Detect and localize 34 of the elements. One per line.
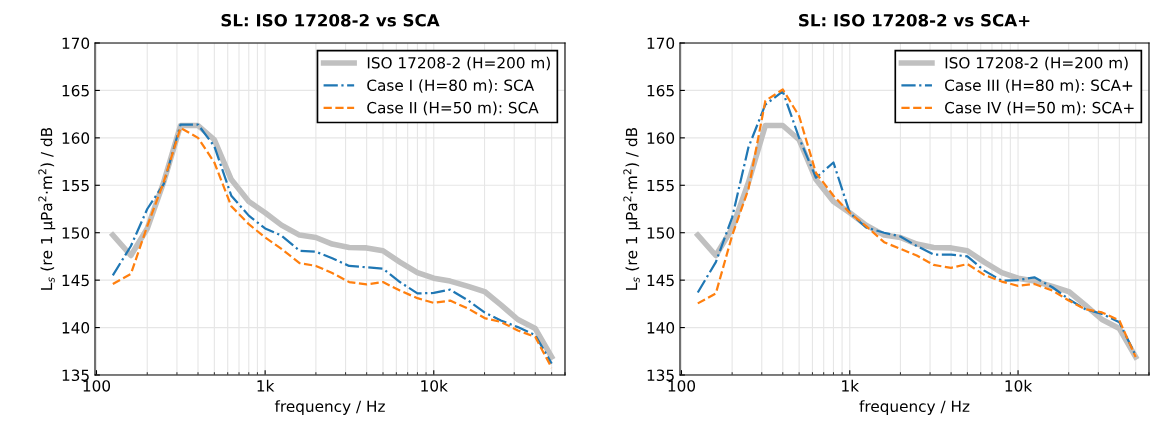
y-tick-label: 170 (647, 37, 675, 50)
x-tick-label: 100 (83, 380, 111, 392)
y-tick-label: 165 (62, 84, 89, 97)
legend-label: Case II (H=50 m): SCA (367, 101, 539, 116)
chart-title: SL: ISO 17208-2 vs SCA+ (799, 13, 1030, 27)
y-tick-label: 140 (62, 322, 90, 334)
legend-label: Case IV (H=50 m): SCA+ (945, 101, 1134, 116)
legend-label: ISO 17208-2 (H=200 m) (945, 56, 1128, 71)
x-tick-label: 1k (257, 379, 275, 392)
y-tick-label: 160 (647, 132, 675, 144)
y-tick-label: 135 (62, 369, 89, 382)
x-axis-title: frequency / Hz (859, 400, 970, 415)
y-tick-label: 135 (647, 369, 674, 382)
y-tick-label: 155 (62, 179, 89, 192)
y-tick-label: 140 (647, 322, 675, 334)
y-tick-label: 170 (62, 37, 90, 50)
y-tick-label: 145 (647, 274, 674, 287)
y-tick-label: 165 (647, 84, 674, 97)
y-tick-label: 155 (647, 179, 674, 192)
x-tick-label: 100 (668, 380, 696, 392)
y-tick-label: 145 (62, 274, 89, 287)
chart-title: SL: ISO 17208-2 vs SCA (221, 13, 440, 27)
x-tick-label: 10k (1005, 379, 1033, 392)
y-axis-title: L$_{s}$ (re 1 μPa$^{2}$·m$^{2}$) / dB (623, 127, 641, 290)
y-tick-label: 150 (62, 227, 90, 239)
legend-label: Case III (H=80 m): SCA+ (945, 79, 1133, 93)
legend-label: ISO 17208-2 (H=200 m) (367, 56, 550, 71)
x-tick-label: 10k (421, 379, 448, 392)
y-tick-label: 150 (647, 227, 675, 239)
y-tick-label: 160 (62, 132, 90, 144)
x-tick-label: 1k (842, 379, 859, 392)
legend-label: Case I (H=80 m): SCA (367, 79, 535, 93)
y-axis-title: L$_{s}$ (re 1 μPa$^{2}$·m$^{2}$) / dB (38, 127, 56, 290)
x-axis-title: frequency / Hz (274, 400, 385, 415)
